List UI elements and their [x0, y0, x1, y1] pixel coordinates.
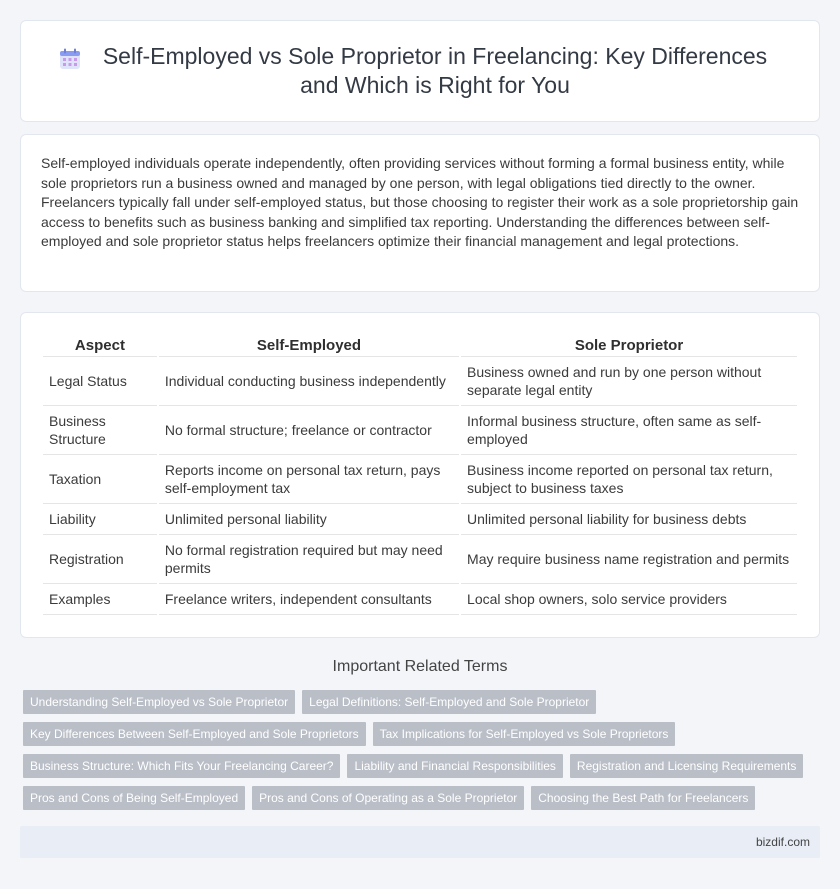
row-self-employed: Individual conducting business independe… [158, 357, 460, 406]
table-row: Liability Unlimited personal liability U… [43, 504, 797, 535]
related-term-tag[interactable]: Registration and Licensing Requirements [569, 754, 804, 778]
related-term-tag[interactable]: Liability and Financial Responsibilities [347, 754, 563, 778]
row-sole-proprietor: Unlimited personal liability for busines… [461, 504, 797, 535]
row-aspect: Taxation [43, 455, 157, 504]
header-aspect: Aspect [43, 333, 157, 357]
table-row: Examples Freelance writers, independent … [43, 584, 797, 615]
comparison-table: Aspect Self-Employed Sole Proprietor Leg… [41, 333, 799, 615]
row-sole-proprietor: Business income reported on personal tax… [461, 455, 797, 504]
header-self-employed: Self-Employed [158, 333, 460, 357]
row-sole-proprietor: May require business name registration a… [461, 535, 797, 584]
row-self-employed: Reports income on personal tax return, p… [158, 455, 460, 504]
related-term-tag[interactable]: Tax Implications for Self-Employed vs So… [372, 722, 676, 746]
row-aspect: Business Structure [43, 406, 157, 455]
table-row: Business Structure No formal structure; … [43, 406, 797, 455]
row-sole-proprietor: Business owned and run by one person wit… [461, 357, 797, 406]
calendar-icon [60, 48, 80, 69]
intro-paragraph: Self-employed individuals operate indepe… [41, 155, 799, 249]
related-term-tag[interactable]: Pros and Cons of Being Self-Employed [23, 786, 246, 810]
page-title: Self-Employed vs Sole Proprietor in Free… [102, 43, 768, 98]
related-term-tag[interactable]: Legal Definitions: Self-Employed and Sol… [302, 690, 597, 714]
related-term-tag[interactable]: Pros and Cons of Operating as a Sole Pro… [252, 786, 525, 810]
table-header-row: Aspect Self-Employed Sole Proprietor [43, 333, 797, 357]
row-sole-proprietor: Local shop owners, solo service provider… [461, 584, 797, 615]
footer-bar: bizdif.com [20, 826, 820, 858]
header-sole-proprietor: Sole Proprietor [461, 333, 797, 357]
related-terms-list: Understanding Self-Employed vs Sole Prop… [23, 690, 813, 810]
comparison-card: Aspect Self-Employed Sole Proprietor Leg… [20, 312, 820, 638]
row-aspect: Legal Status [43, 357, 157, 406]
related-term-tag[interactable]: Key Differences Between Self-Employed an… [23, 722, 366, 746]
row-self-employed: Freelance writers, independent consultan… [158, 584, 460, 615]
row-self-employed: Unlimited personal liability [158, 504, 460, 535]
row-self-employed: No formal structure; freelance or contra… [158, 406, 460, 455]
row-aspect: Examples [43, 584, 157, 615]
related-term-tag[interactable]: Business Structure: Which Fits Your Free… [23, 754, 341, 778]
row-self-employed: No formal registration required but may … [158, 535, 460, 584]
intro-card: Self-employed individuals operate indepe… [20, 134, 820, 292]
related-term-tag[interactable]: Choosing the Best Path for Freelancers [531, 786, 756, 810]
header-card: Self-Employed vs Sole Proprietor in Free… [20, 20, 820, 122]
related-terms-title: Important Related Terms [332, 658, 508, 675]
table-row: Registration No formal registration requ… [43, 535, 797, 584]
table-row: Taxation Reports income on personal tax … [43, 455, 797, 504]
row-aspect: Registration [43, 535, 157, 584]
row-aspect: Liability [43, 504, 157, 535]
row-sole-proprietor: Informal business structure, often same … [461, 406, 797, 455]
related-term-tag[interactable]: Understanding Self-Employed vs Sole Prop… [23, 690, 296, 714]
footer-site-link[interactable]: bizdif.com [755, 835, 810, 849]
table-row: Legal Status Individual conducting busin… [43, 357, 797, 406]
